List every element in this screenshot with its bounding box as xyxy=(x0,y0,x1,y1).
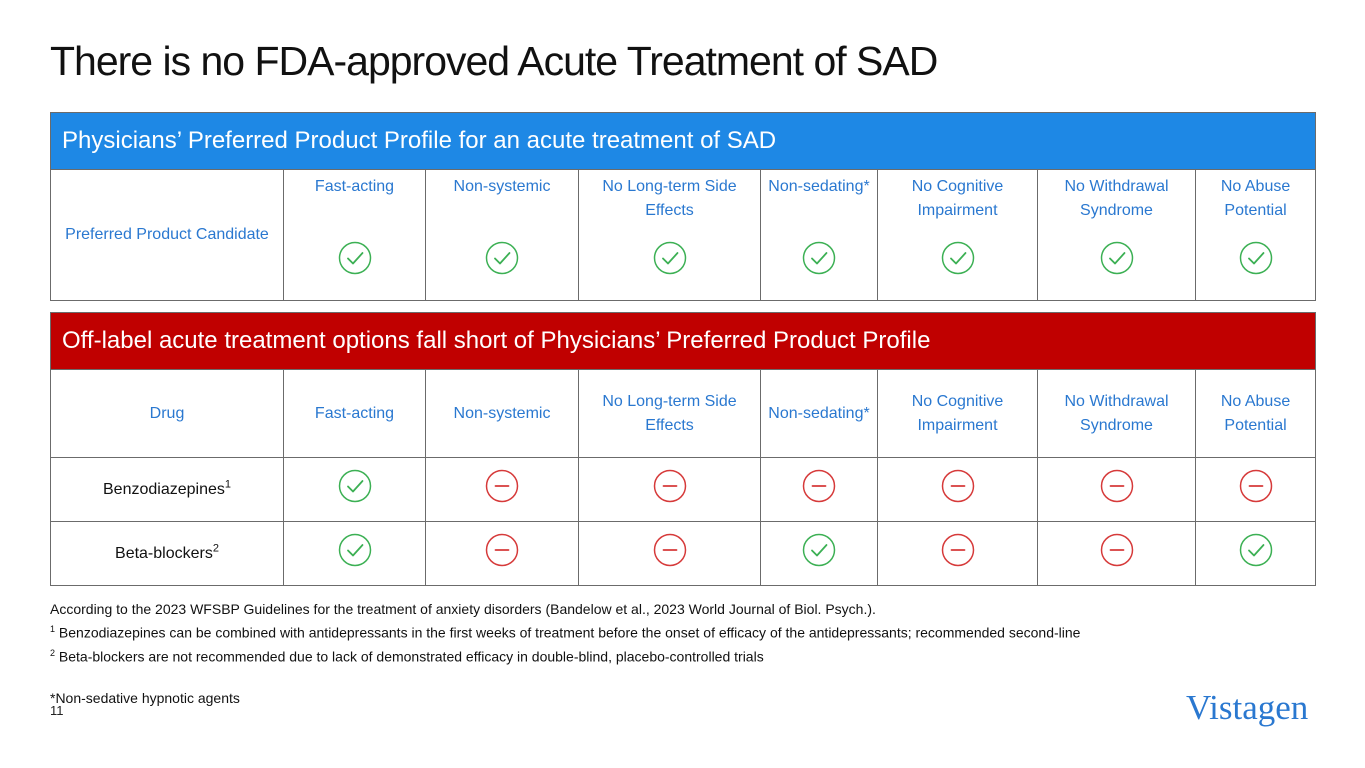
check-icon xyxy=(485,241,519,275)
drug-column-header: Drug xyxy=(50,369,284,458)
status-cell xyxy=(1194,457,1317,522)
minus-icon xyxy=(941,469,975,503)
minus-icon xyxy=(802,469,836,503)
minus-icon xyxy=(485,469,519,503)
minus-icon xyxy=(1100,533,1134,567)
drug-name-cell: Benzodiazepines1 xyxy=(50,457,284,522)
status-cell xyxy=(1194,521,1317,586)
offlabel-column-header: Fast-acting xyxy=(283,369,426,458)
drug-name: Beta-blockers xyxy=(115,544,213,562)
preferred-feature-cell: Non-sedating* xyxy=(760,169,878,301)
preferred-feature-cell: Non-systemic xyxy=(425,169,579,301)
preferred-feature-cell: No Withdrawal Syndrome xyxy=(1037,169,1196,301)
status-cell xyxy=(578,457,761,522)
minus-icon xyxy=(1239,469,1273,503)
status-cell xyxy=(425,457,579,522)
status-cell xyxy=(283,457,426,522)
source-note: According to the 2023 WFSBP Guidelines f… xyxy=(50,601,876,617)
offlabel-column-header: Non-systemic xyxy=(425,369,579,458)
feature-label: No Abuse Potential xyxy=(1220,178,1291,219)
feature-label: Non-sedating* xyxy=(768,178,870,195)
table-row: Beta-blockers2 xyxy=(50,521,1317,586)
footnote-2-text: Beta-blockers are not recommended due to… xyxy=(58,648,764,665)
footnote-1-text: Benzodiazepines can be combined with ant… xyxy=(58,624,1081,641)
minus-icon xyxy=(1100,469,1134,503)
minus-icon xyxy=(653,469,687,503)
preferred-feature-cell: No Cognitive Impairment xyxy=(877,169,1038,301)
asterisk-note: *Non-sedative hypnotic agents xyxy=(50,690,240,707)
page-title: There is no FDA-approved Acute Treatment… xyxy=(50,38,938,84)
preferred-profile-header: Physicians’ Preferred Product Profile fo… xyxy=(49,112,1317,170)
minus-icon xyxy=(653,533,687,567)
check-icon xyxy=(802,533,836,567)
footnote-marker: 2 xyxy=(212,542,219,555)
offlabel-column-header: No Long-term Side Effects xyxy=(578,369,761,458)
status-cell xyxy=(877,457,1038,522)
drug-name: Benzodiazepines xyxy=(103,480,225,498)
status-cell xyxy=(283,521,426,586)
offlabel-options-header: Off-label acute treatment options fall s… xyxy=(49,312,1317,370)
status-cell xyxy=(1037,521,1196,586)
footnote-1: 1 Benzodiazepines can be combined with a… xyxy=(50,619,1080,643)
footnote-2: 2 Beta-blockers are not recommended due … xyxy=(50,643,1080,667)
offlabel-column-header: No Cognitive Impairment xyxy=(877,369,1038,458)
check-icon xyxy=(1239,533,1273,567)
check-icon xyxy=(338,469,372,503)
check-icon xyxy=(338,241,372,275)
status-cell xyxy=(760,521,878,586)
footnotes: According to the 2023 WFSBP Guidelines f… xyxy=(50,599,1080,708)
feature-label: No Cognitive Impairment xyxy=(911,178,1004,219)
check-icon xyxy=(1100,241,1134,275)
feature-label: Fast-acting xyxy=(314,178,395,195)
check-icon xyxy=(338,533,372,567)
minus-icon xyxy=(941,533,975,567)
feature-label: No Withdrawal Syndrome xyxy=(1064,178,1169,219)
check-icon xyxy=(1239,241,1273,275)
minus-icon xyxy=(485,533,519,567)
check-icon xyxy=(802,241,836,275)
status-cell xyxy=(1037,457,1196,522)
footnote-1-marker: 1 xyxy=(50,624,56,634)
feature-label: Non-systemic xyxy=(453,178,551,195)
preferred-feature-cell: No Long-term Side Effects xyxy=(578,169,761,301)
preferred-profile-table: Physicians’ Preferred Product Profile fo… xyxy=(49,112,1317,301)
drug-name-cell: Beta-blockers2 xyxy=(50,521,284,586)
preferred-candidate-label: Preferred Product Candidate xyxy=(50,169,284,301)
feature-label: No Long-term Side Effects xyxy=(602,178,737,219)
footnote-2-marker: 2 xyxy=(50,647,56,658)
status-cell xyxy=(760,457,878,522)
preferred-feature-cell: No Abuse Potential xyxy=(1194,169,1317,301)
offlabel-options-table: Off-label acute treatment options fall s… xyxy=(49,312,1317,586)
table-row: Benzodiazepines1 xyxy=(50,457,1317,522)
footnote-marker: 1 xyxy=(224,478,231,491)
vistagen-logo: Vistagen xyxy=(1186,688,1309,727)
status-cell xyxy=(578,521,761,586)
preferred-feature-cell: Fast-acting xyxy=(283,169,426,301)
offlabel-column-header: Non-sedating* xyxy=(760,369,878,458)
check-icon xyxy=(653,241,687,275)
check-icon xyxy=(941,241,975,275)
status-cell xyxy=(877,521,1038,586)
offlabel-column-header: No Abuse Potential xyxy=(1194,369,1317,458)
page-number: 11 xyxy=(50,703,64,718)
status-cell xyxy=(425,521,579,586)
offlabel-column-header: No Withdrawal Syndrome xyxy=(1037,369,1196,458)
